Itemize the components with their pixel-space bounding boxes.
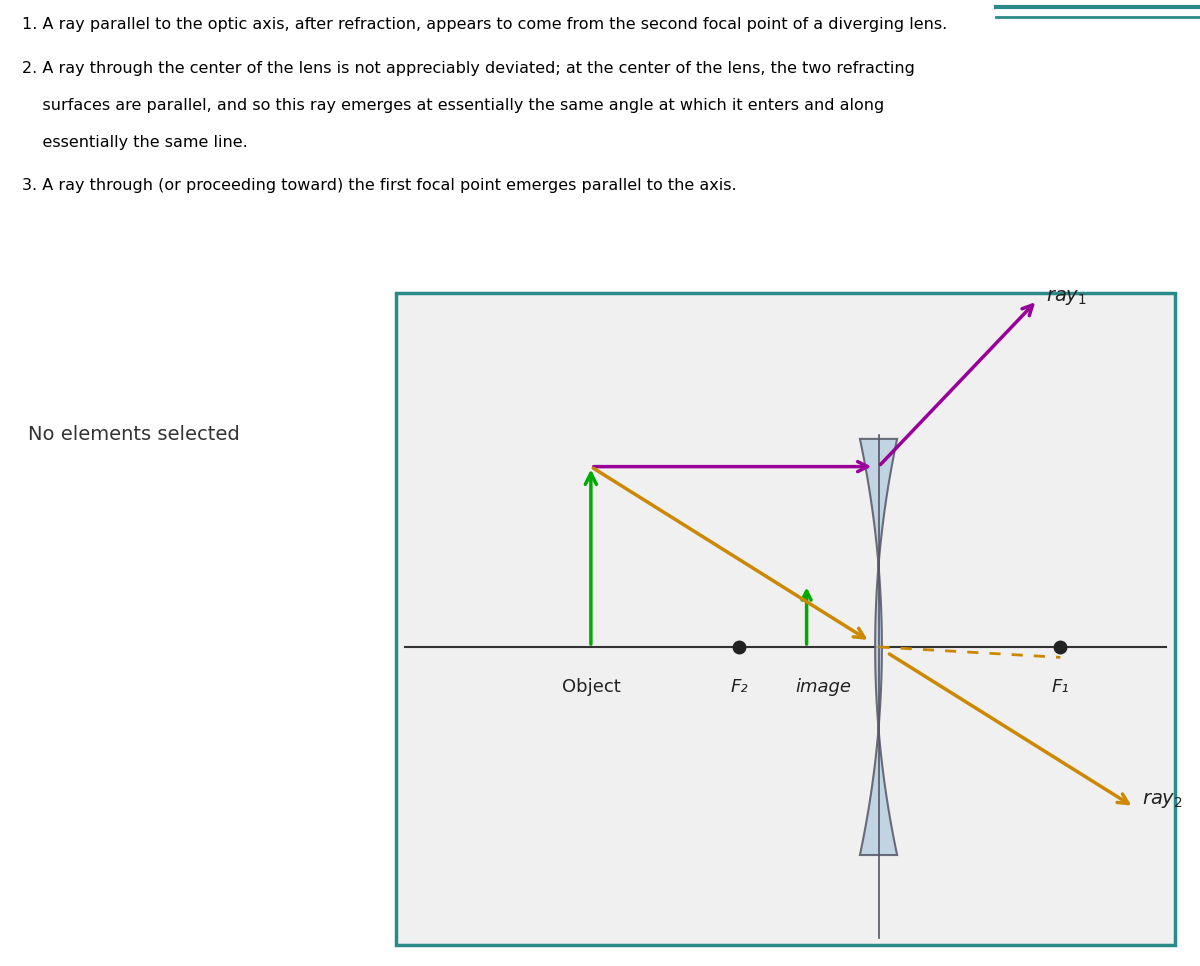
- Text: essentially the same line.: essentially the same line.: [22, 134, 247, 150]
- FancyBboxPatch shape: [396, 294, 1175, 945]
- Text: Object: Object: [562, 678, 620, 696]
- Polygon shape: [860, 439, 898, 855]
- Text: ∨: ∨: [1048, 238, 1060, 252]
- Text: Σ: Σ: [55, 233, 70, 257]
- Text: Q: Q: [1096, 238, 1108, 252]
- Text: 2. A ray through the center of the lens is not appreciably deviated; at the cent: 2. A ray through the center of the lens …: [22, 61, 914, 76]
- Text: F₂: F₂: [730, 678, 748, 696]
- Text: 🗑: 🗑: [97, 236, 107, 254]
- Text: $ray_1$: $ray_1$: [1045, 288, 1086, 307]
- Text: No elements selected: No elements selected: [29, 425, 240, 444]
- Text: +: +: [8, 231, 32, 259]
- Text: image: image: [796, 678, 852, 696]
- Text: 1. A ray parallel to the optic axis, after refraction, appears to come from the : 1. A ray parallel to the optic axis, aft…: [22, 17, 947, 33]
- Text: surfaces are parallel, and so this ray emerges at essentially the same angle at : surfaces are parallel, and so this ray e…: [22, 98, 884, 113]
- Text: i: i: [1003, 238, 1008, 252]
- Text: F₁: F₁: [1051, 678, 1069, 696]
- Text: $ray_2$: $ray_2$: [1142, 790, 1183, 810]
- Text: 3. A ray through (or proceeding toward) the first focal point emerges parallel t: 3. A ray through (or proceeding toward) …: [22, 178, 737, 193]
